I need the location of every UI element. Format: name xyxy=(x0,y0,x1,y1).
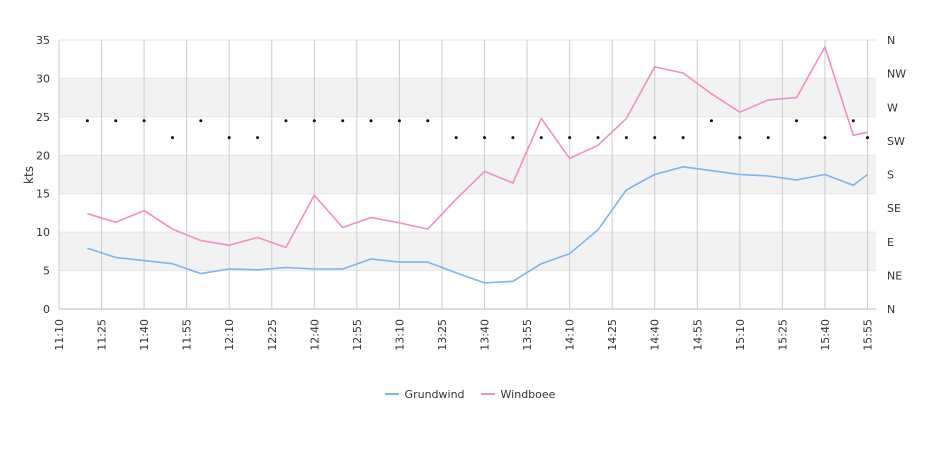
direction-dot xyxy=(170,136,174,140)
legend-swatch xyxy=(384,393,399,395)
x-tick-label: 13:25 xyxy=(436,319,449,351)
direction-dot xyxy=(369,119,373,123)
y-tick-label: 25 xyxy=(36,111,50,124)
series-line-windboee xyxy=(87,46,868,249)
direction-dot xyxy=(624,136,628,140)
y-tick-label: 15 xyxy=(36,188,50,201)
y2-tick-label: E xyxy=(887,236,894,249)
direction-dot xyxy=(114,119,118,123)
direction-dot xyxy=(199,119,203,123)
direction-dot xyxy=(851,119,855,123)
legend-item-grundwind[interactable]: Grundwind xyxy=(384,387,465,401)
direction-dot xyxy=(256,136,260,140)
legend-item-windboee[interactable]: Windboee xyxy=(480,387,556,401)
y2-tick-label: SE xyxy=(887,202,901,215)
y-tick-label: 10 xyxy=(36,226,50,239)
legend: Grundwind Windboee xyxy=(0,385,940,401)
direction-dot xyxy=(142,119,146,123)
y2-tick-label: NE xyxy=(887,269,902,282)
x-tick-label: 13:40 xyxy=(479,319,492,351)
legend-swatch xyxy=(480,393,495,395)
series-line-grundwind xyxy=(87,166,868,284)
direction-dot xyxy=(653,136,657,140)
direction-dot xyxy=(312,119,316,123)
direction-dot xyxy=(85,119,89,123)
y-tick-label: 0 xyxy=(43,303,50,316)
x-tick-label: 15:25 xyxy=(776,319,789,351)
y-tick-label: 30 xyxy=(36,72,50,85)
direction-dot xyxy=(568,136,572,140)
direction-dot xyxy=(795,119,799,123)
direction-dot xyxy=(709,119,713,123)
x-tick-label: 11:10 xyxy=(53,319,66,351)
direction-dot xyxy=(681,136,685,140)
y2-tick-label: W xyxy=(887,101,898,114)
direction-dot xyxy=(397,119,401,123)
y2-tick-label: S xyxy=(887,169,894,182)
direction-dot xyxy=(596,136,600,140)
x-tick-label: 13:55 xyxy=(521,319,534,351)
grid-lines xyxy=(58,39,876,310)
x-tick-label: 12:25 xyxy=(266,319,279,351)
plot-band-0 xyxy=(59,232,876,271)
y2-tick-label: N xyxy=(887,303,895,316)
x-tick-label: 14:10 xyxy=(564,319,577,351)
direction-dot xyxy=(483,136,487,140)
x-axis: 11:10 11:25 11:40 11:55 12:10 12:25 12:40 12:55… xyxy=(53,319,874,351)
x-tick-label: 12:10 xyxy=(223,319,236,351)
legend-label: Grundwind xyxy=(404,387,465,401)
direction-dot xyxy=(227,136,231,140)
x-tick-label: 11:40 xyxy=(138,319,151,351)
x-tick-label: 12:55 xyxy=(351,319,364,351)
x-tick-label: 15:10 xyxy=(734,319,747,351)
y-tick-label: 20 xyxy=(36,149,50,162)
direction-dot xyxy=(539,136,543,140)
x-tick-label: 14:55 xyxy=(691,319,704,351)
y-tick-label: 5 xyxy=(43,265,50,278)
direction-dot xyxy=(284,119,288,123)
direction-dot xyxy=(865,136,869,140)
x-tick-label: 11:25 xyxy=(96,319,109,351)
direction-dot xyxy=(823,136,827,140)
direction-dot xyxy=(511,136,515,140)
legend-label: Windboee xyxy=(500,387,556,401)
x-tick-label: 15:40 xyxy=(819,319,832,351)
plot-band-2 xyxy=(59,78,876,117)
x-tick-label: 12:40 xyxy=(308,319,321,351)
direction-dot xyxy=(766,136,770,140)
series-lines xyxy=(87,46,868,284)
y2-tick-label: NW xyxy=(887,68,906,81)
direction-dots xyxy=(85,119,869,140)
x-tick-label: 11:55 xyxy=(181,319,194,351)
direction-dot xyxy=(454,136,458,140)
x-tick-label: 15:55 xyxy=(861,319,874,351)
x-tick-label: 13:10 xyxy=(393,319,406,351)
direction-dot xyxy=(426,119,430,123)
direction-dot xyxy=(341,119,345,123)
direction-dot xyxy=(738,136,742,140)
x-tick-label: 14:25 xyxy=(606,319,619,351)
y-axis-title: kts xyxy=(22,166,36,184)
y-axis-right-direction: N NE E SE S SW W NW N xyxy=(887,34,906,316)
y-axis-left: 0 5 10 15 20 25 30 35 xyxy=(36,34,50,316)
x-tick-label: 14:40 xyxy=(649,319,662,351)
y2-tick-label: SW xyxy=(887,135,905,148)
y2-tick-label: N xyxy=(887,34,895,47)
y-tick-label: 35 xyxy=(36,34,50,47)
